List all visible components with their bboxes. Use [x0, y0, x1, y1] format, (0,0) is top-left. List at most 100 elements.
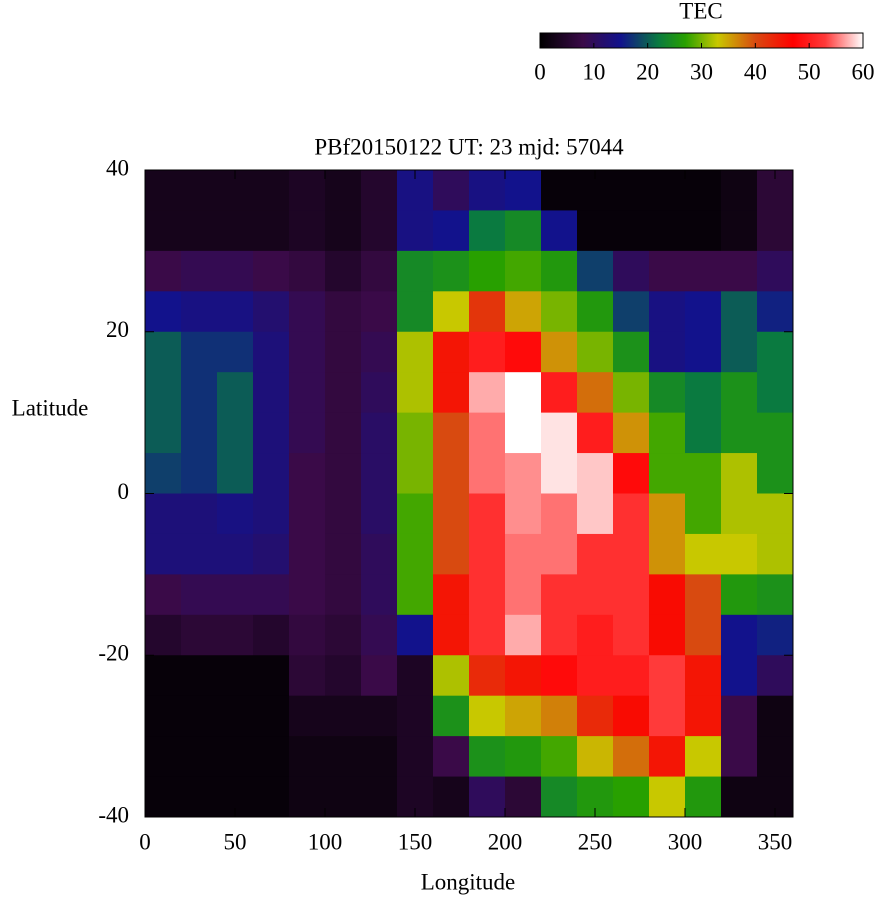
heatmap-cell: [469, 695, 506, 737]
heatmap-cell: [289, 614, 326, 656]
heatmap-cell: [397, 291, 434, 333]
heatmap-cell: [685, 695, 722, 737]
heatmap-cell: [649, 533, 686, 575]
heatmap-cell: [145, 614, 182, 656]
heatmap-cell: [325, 776, 362, 818]
heatmap-cell: [613, 331, 650, 373]
heatmap-cell: [325, 331, 362, 373]
heatmap-cell: [181, 250, 218, 292]
heatmap-cell: [541, 736, 578, 778]
heatmap-cell: [253, 574, 290, 616]
heatmap-cell: [505, 533, 542, 575]
heatmap-cell: [289, 533, 326, 575]
heatmap-cell: [433, 655, 470, 697]
heatmap-cell: [757, 291, 794, 333]
heatmap-cell: [721, 574, 758, 616]
heatmap-cell: [145, 533, 182, 575]
y-tick-label: -40: [98, 802, 129, 827]
heatmap-cell: [181, 655, 218, 697]
heatmap-cell: [613, 574, 650, 616]
heatmap-cell: [469, 574, 506, 616]
heatmap-cell: [649, 170, 686, 211]
y-tick-label: 0: [118, 479, 130, 504]
heatmap-cell: [289, 210, 326, 252]
heatmap-cell: [181, 736, 218, 778]
heatmap-cell: [757, 574, 794, 616]
heatmap-cell: [577, 695, 614, 737]
heatmap-cell: [181, 453, 218, 494]
heatmap-cell: [685, 574, 722, 616]
heatmap-cell: [685, 331, 722, 373]
heatmap-cell: [433, 170, 470, 211]
heatmap-cell: [505, 210, 542, 252]
heatmap-cell: [145, 372, 182, 414]
heatmap-cell: [721, 372, 758, 414]
heatmap-cell: [541, 695, 578, 737]
heatmap-cell: [685, 250, 722, 292]
heatmap-cell: [397, 695, 434, 737]
heatmap-cell: [685, 412, 722, 454]
heatmap-cell: [433, 210, 470, 252]
heatmap-cell: [325, 372, 362, 414]
heatmap-cell: [253, 412, 290, 454]
heatmap-cell: [253, 776, 290, 818]
heatmap-cell: [145, 412, 182, 454]
heatmap-cell: [613, 776, 650, 818]
y-tick-label: 20: [106, 317, 129, 342]
heatmap-cell: [613, 412, 650, 454]
heatmap-cell: [541, 412, 578, 454]
heatmap-cell: [253, 170, 290, 211]
heatmap-cell: [721, 695, 758, 737]
heatmap-cell: [469, 493, 506, 535]
heatmap-cell: [361, 493, 398, 535]
heatmap-cell: [361, 695, 398, 737]
heatmap-cell: [289, 372, 326, 414]
heatmap-cell: [577, 453, 614, 494]
heatmap-cell: [613, 170, 650, 211]
heatmap-cell: [325, 170, 362, 211]
heatmap-cell: [469, 372, 506, 414]
heatmap-cell: [649, 453, 686, 494]
heatmap-cell: [217, 655, 254, 697]
heatmap-cell: [577, 412, 614, 454]
heatmap-cell: [253, 250, 290, 292]
heatmap-cell: [289, 291, 326, 333]
heatmap-cell: [721, 210, 758, 252]
heatmap-cell: [613, 695, 650, 737]
heatmap-cell: [541, 655, 578, 697]
heatmap-cell: [649, 776, 686, 818]
heatmap-cell: [325, 655, 362, 697]
heatmap-cell: [613, 250, 650, 292]
heatmap-cell: [253, 210, 290, 252]
heatmap-cell: [649, 331, 686, 373]
heatmap-cell: [397, 250, 434, 292]
heatmap-cell: [505, 250, 542, 292]
heatmap-cell: [433, 736, 470, 778]
colorbar-tick-label: 0: [534, 59, 546, 84]
x-tick-label: 300: [668, 829, 703, 854]
heatmap-cell: [325, 453, 362, 494]
heatmap-cell: [721, 776, 758, 818]
heatmap-cell: [649, 372, 686, 414]
colorbar-tick-label: 10: [582, 59, 605, 84]
heatmap-cell: [541, 372, 578, 414]
heatmap-cell: [361, 250, 398, 292]
heatmap-cell: [217, 533, 254, 575]
heatmap-cell: [757, 614, 794, 656]
heatmap-cell: [325, 736, 362, 778]
x-tick-label: 250: [578, 829, 613, 854]
heatmap-cell: [325, 614, 362, 656]
heatmap-cell: [433, 453, 470, 494]
heatmap-cell: [649, 614, 686, 656]
heatmap-cell: [505, 776, 542, 818]
heatmap-cell: [757, 736, 794, 778]
colorbar-tick-label: 30: [690, 59, 713, 84]
heatmap-cell: [757, 533, 794, 575]
heatmap-cell: [721, 533, 758, 575]
heatmap-cell: [217, 614, 254, 656]
heatmap-cell: [325, 250, 362, 292]
heatmap-cell: [145, 493, 182, 535]
heatmap-cell: [721, 412, 758, 454]
heatmap-cell: [469, 776, 506, 818]
heatmap-cell: [649, 291, 686, 333]
